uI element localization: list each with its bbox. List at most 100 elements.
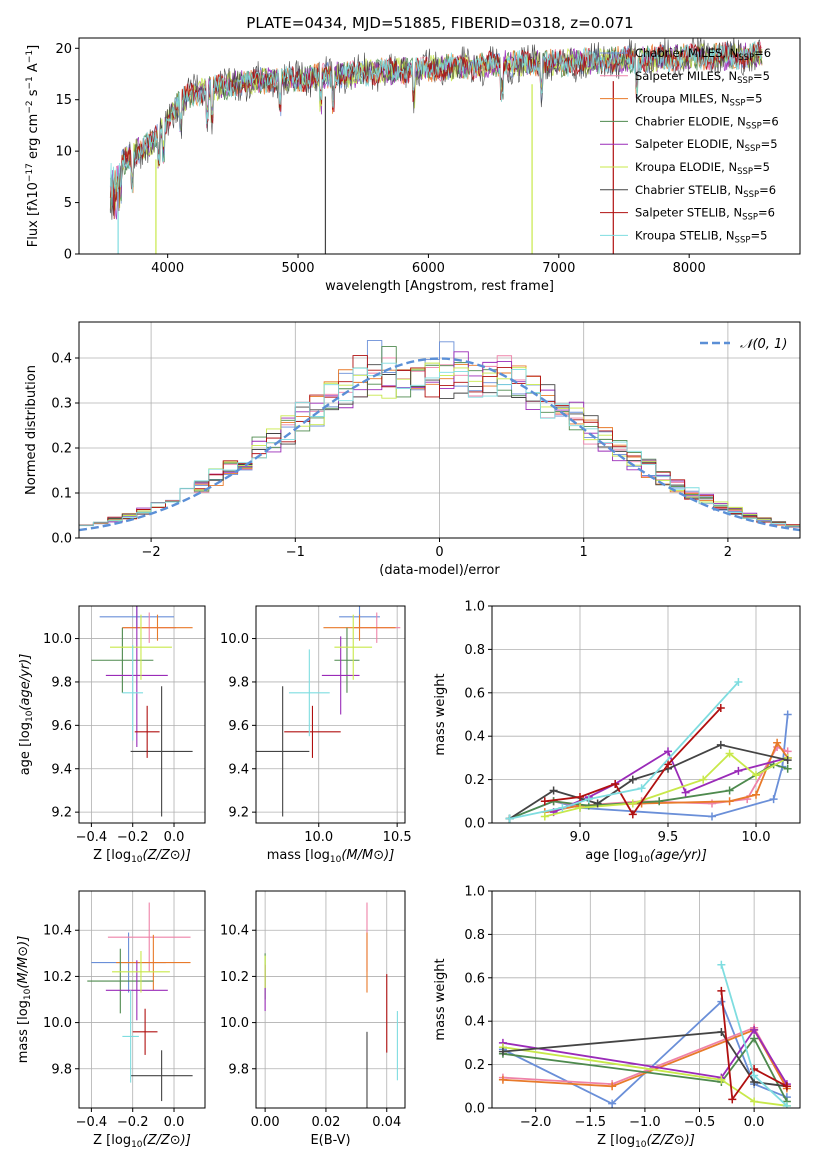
mwA-marker [725,786,734,795]
mwA-ytick-label: 0.2 [464,773,485,788]
ageM-frame [255,605,406,824]
res-xtick-label: 1 [580,545,588,560]
mwA-marker [773,738,782,747]
mwZ-marker [717,960,726,969]
mwZ-marker [728,1095,737,1104]
mwA-marker [628,775,637,784]
mwA-marker [699,775,708,784]
spec-series-group [109,38,763,254]
ageZ-ytick-label: 9.6 [51,719,72,734]
mwZ-marker [608,1082,617,1091]
legend-label: Chabrier STELIB, NSSP=6 [635,183,776,200]
spec-xtick-label: 7000 [542,261,575,276]
figure-title: PLATE=0434, MJD=51885, FIBERID=0318, z=0… [246,14,633,32]
res-ytick-label: 0.0 [51,532,72,547]
mwA-marker [593,799,602,808]
mwA-ytick-label: 0.4 [464,730,485,745]
mwZ-marker [717,1028,726,1037]
res-legend-label: 𝒩(0, 1) [740,337,787,352]
mwA-marker [655,797,664,806]
mwZ-marker [608,1099,617,1108]
spec-ytick-label: 0 [64,248,72,263]
mwA-marker [576,792,584,801]
res-hist-group [79,340,800,532]
mZ-ytick-label: 10.2 [43,970,72,985]
ageZ-xlabel: Z [log10(Z/Z⊙)] [93,848,191,865]
ageZ-ytick-label: 10.0 [43,632,72,647]
mwZ-marker [717,1075,726,1084]
mwZ-series [498,960,791,1108]
mE-xtick-label: 0.02 [311,1115,340,1130]
res-ytick-label: 0.4 [51,352,72,367]
spec-line-6 [110,38,763,220]
spec-xtick-label: 4000 [151,261,184,276]
mwZ-line-4 [502,1028,788,1085]
mwZ-frame [491,890,801,1109]
mwA-marker [783,764,792,773]
mwA-ytick-label: 0.0 [464,817,485,832]
mwZ-line-7 [720,990,788,1102]
mwZ-line-2 [502,1028,788,1089]
ageZ-ytick-label: 9.4 [51,762,72,777]
ageM-xlabel: mass [log10(M/M⊙)] [267,848,395,865]
mwA-marker [708,799,716,808]
legend-label: Kroupa ELODIE, NSSP=5 [635,160,770,177]
mE-xtick-label: 0.00 [251,1115,280,1130]
res-hist-8 [79,362,800,531]
ageZ-ytick-label: 9.2 [51,806,72,821]
res-xlabel: (data-model)/error [379,563,500,578]
res-ylabel: Normed distribution [24,365,39,495]
mwA-ytick-label: 0.6 [464,686,485,701]
mZ-ylabel: mass [log10(M/M⊙)] [16,936,33,1064]
mwA-ylabel: mass weight [433,673,448,755]
mwZ-xlabel: Z [log10(Z/Z⊙)] [597,1133,695,1150]
mZ-ytick-label: 9.8 [51,1062,72,1077]
spec-line-8 [109,40,763,206]
mwA-marker [783,756,792,765]
mE-ytick-label: 10.2 [220,970,249,985]
mwA-frame [491,605,801,824]
mwZ-marker [750,1025,759,1034]
mwZ-ytick-label: 0.4 [464,1015,485,1030]
mwA-marker [664,747,672,756]
spec-xlabel: wavelength [Angstrom, rest frame] [325,279,554,294]
mwA-series [505,677,792,823]
mwA-marker [664,760,672,769]
ageZ-ylabel: age [log10(age/yr)] [18,654,35,776]
mwA-marker [725,749,734,758]
res-frame [78,321,801,539]
mE-frame [255,890,406,1109]
mwZ-ylabel: mass weight [433,958,448,1040]
ageZ-points [91,606,193,817]
mwZ-marker [750,1071,759,1080]
mwA-xlabel: age [log10(age/yr)] [585,848,707,865]
mwA-xtick-label: 10.0 [742,830,771,845]
mZ-xtick-label: −0.2 [117,1115,149,1130]
mwZ-marker [498,1075,507,1084]
mZ-ytick-label: 10.4 [43,924,72,939]
mwA-marker [540,797,549,806]
spec-legend: Chabrier MILES, NSSP=6 Salpeter MILES, NS… [600,46,779,245]
mwZ-line-6 [502,1031,788,1088]
res-ytick-label: 0.3 [51,397,72,412]
legend-label: Chabrier ELODIE, NSSP=6 [635,114,779,131]
mwA-marker [611,779,620,788]
spec-ytick-label: 5 [64,196,72,211]
mwZ-line-3 [502,1036,788,1102]
mwZ-marker [717,986,726,995]
spec-xtick-label: 6000 [412,261,445,276]
mwZ-marker [498,1047,507,1056]
res-xtick-label: 2 [724,545,732,560]
legend-label: Kroupa STELIB, NSSP=5 [635,228,767,245]
mE-xlabel: E(B-V) [310,1133,350,1148]
mwA-marker [558,803,567,812]
mwZ-ytick-label: 0.2 [464,1058,485,1073]
mwZ-marker [782,1082,791,1091]
mwA-marker [716,740,725,749]
spec-ytick-label: 20 [55,42,72,57]
res-xtick-label: −1 [286,545,305,560]
mwA-marker [549,786,558,795]
mwA-marker [769,795,778,804]
mwA-marker [716,703,725,712]
mwA-marker [725,797,734,806]
